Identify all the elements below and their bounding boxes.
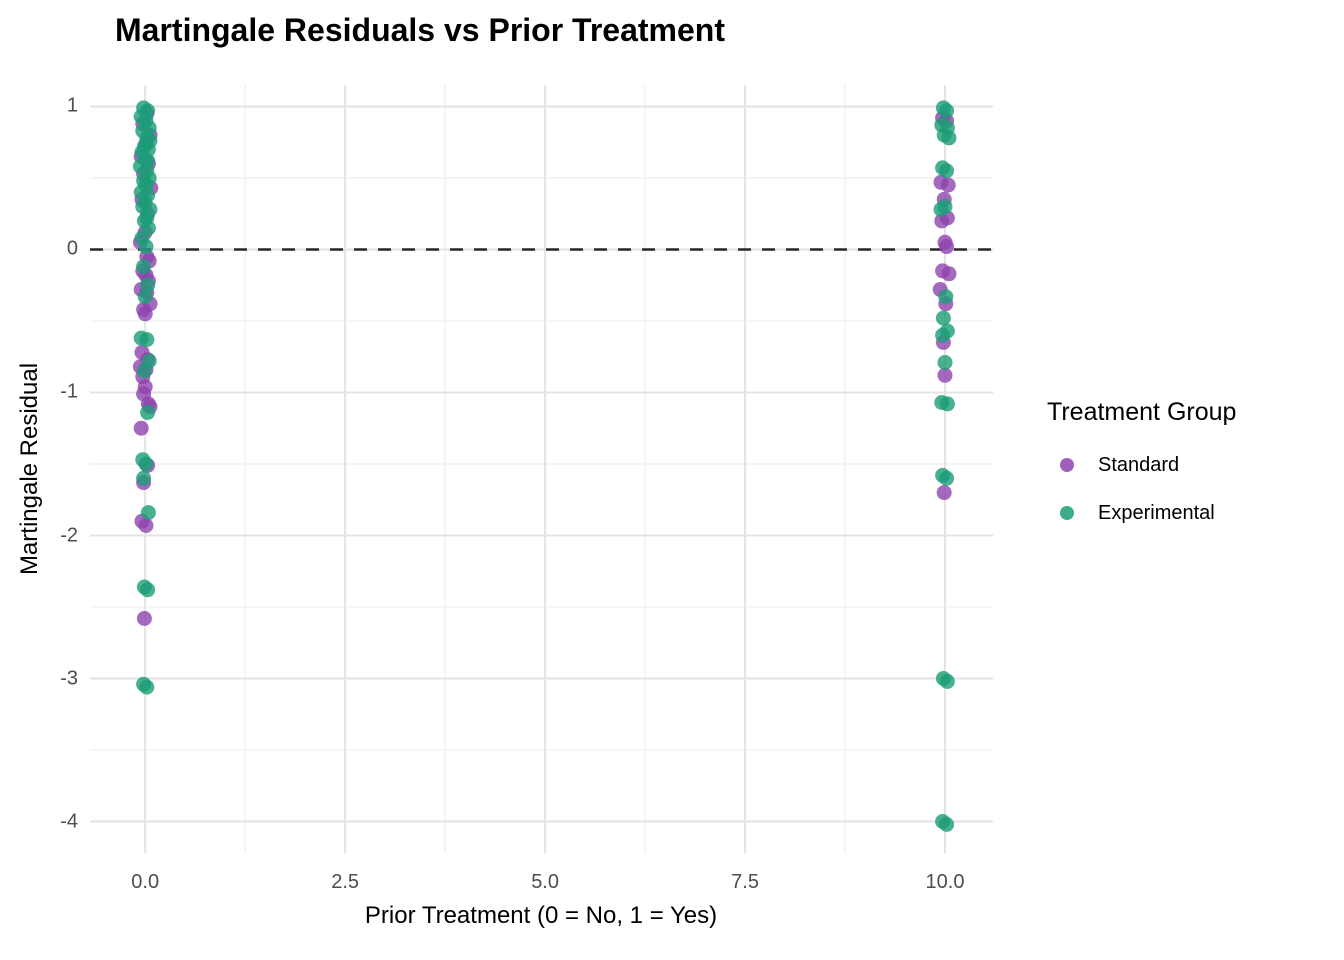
x-tick-label: 7.5 [731,871,759,893]
data-point-experimental [139,679,155,695]
y-tick-label: 0 [66,237,78,260]
data-point-experimental [139,332,155,348]
data-point-experimental [138,239,154,255]
data-point-standard [934,213,950,229]
data-point-experimental [140,405,156,420]
y-tick-label: -4 [60,810,78,833]
data-point-experimental [136,470,152,486]
legend-item-experimental: Experimental [1047,499,1337,527]
y-tick-label: -3 [60,667,78,690]
data-point-experimental [138,456,154,472]
data-point-standard [937,367,953,383]
x-tick-label: 0.0 [131,871,160,893]
data-point-standard [136,611,152,626]
legend-label-standard: Standard [1098,453,1180,476]
data-point-experimental [939,673,955,689]
y-tick-label: 1 [66,94,78,117]
y-tick-label: -2 [60,524,78,546]
data-point-experimental [935,327,951,343]
data-point-experimental [937,355,953,370]
data-point-experimental [140,582,156,598]
data-point-standard [138,518,154,533]
data-point-experimental [938,289,954,305]
x-tick-label: 2.5 [331,871,360,893]
data-point-experimental [939,163,955,179]
data-point-standard [133,420,149,436]
data-point-experimental [140,277,156,293]
legend-title: Treatment Group [1047,398,1237,426]
data-point-experimental [939,396,955,412]
legend: Treatment Group Standard Experimental [1047,398,1337,547]
y-axis-title: Martingale Residual [16,362,43,576]
data-point-experimental [137,289,153,305]
data-point-experimental [939,103,955,119]
experimental-point-icon [1060,506,1074,520]
y-tick-label: -1 [60,380,78,403]
x-tick-label: 5.0 [531,871,559,893]
data-point-experimental [136,363,152,379]
data-point-experimental [939,470,955,486]
data-point-standard [137,306,153,322]
data-point-experimental [933,201,949,217]
legend-label-experimental: Experimental [1098,501,1215,524]
data-point-experimental [935,310,951,326]
standard-point-icon [1060,458,1074,472]
x-axis-title: Prior Treatment (0 = No, 1 = Yes) [364,902,718,929]
data-point-experimental [941,130,957,146]
data-point-standard [939,239,955,255]
data-point-standard [940,177,956,193]
data-point-experimental [140,505,156,521]
data-point-experimental [136,259,152,275]
x-tick-label: 10.0 [925,871,965,893]
data-point-standard [936,485,952,501]
chart-title: Martingale Residuals vs Prior Treatment [115,12,725,48]
data-point-standard [941,266,957,282]
data-point-experimental [939,816,955,832]
legend-item-standard: Standard [1047,451,1337,479]
